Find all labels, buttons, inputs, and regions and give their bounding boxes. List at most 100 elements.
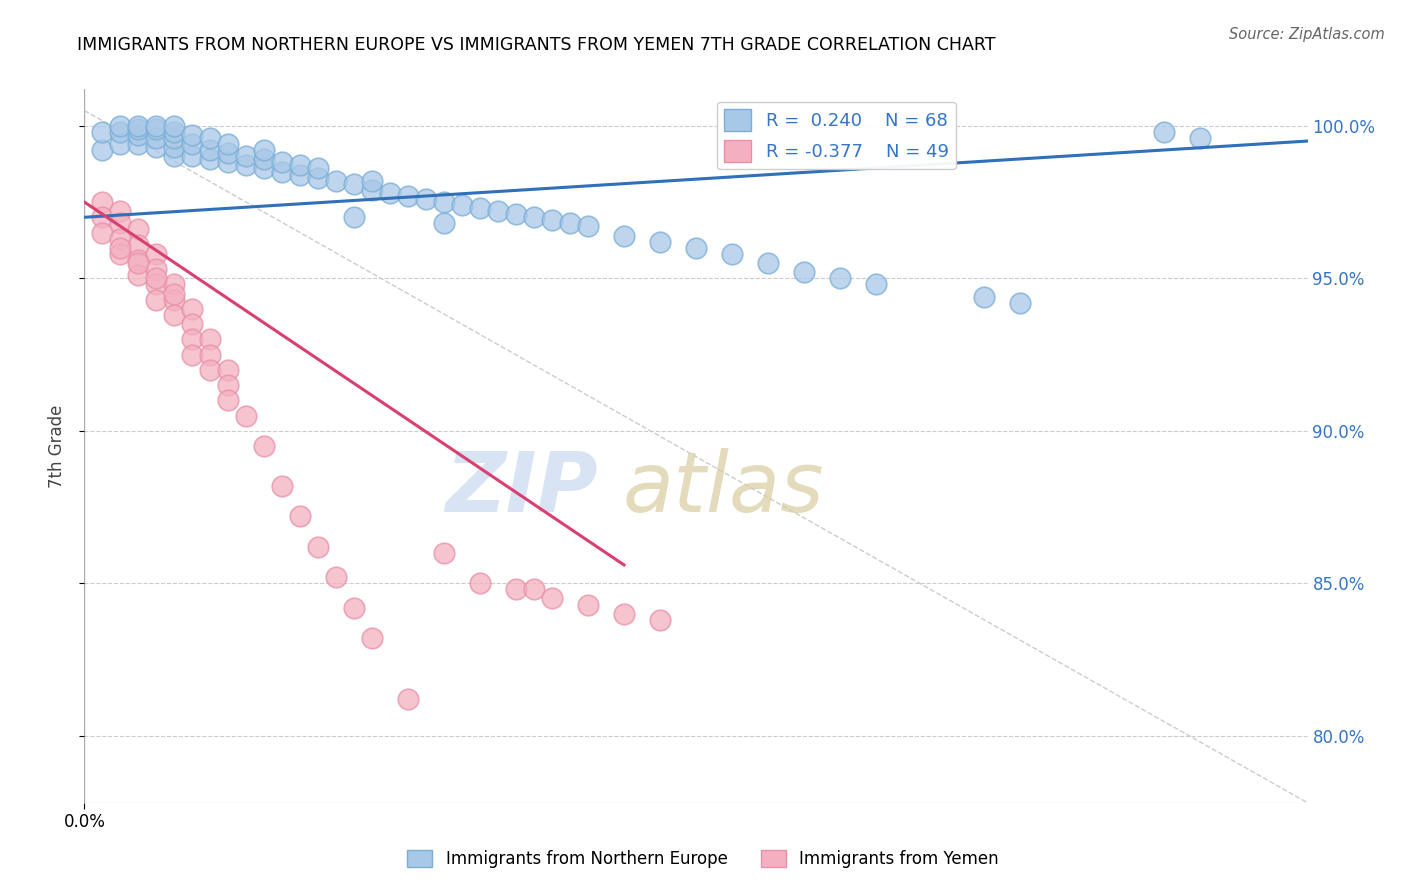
Point: [217, 155, 239, 169]
Point: [145, 271, 167, 285]
Point: [91, 211, 114, 225]
Point: [217, 378, 239, 392]
Point: [576, 219, 599, 234]
Point: [235, 158, 257, 172]
Point: [181, 347, 204, 361]
Point: [433, 216, 456, 230]
Point: [343, 211, 366, 225]
Point: [541, 591, 564, 606]
Point: [505, 582, 527, 597]
Point: [110, 232, 132, 246]
Point: [181, 128, 204, 142]
Point: [181, 137, 204, 152]
Point: [271, 478, 294, 492]
Point: [91, 226, 114, 240]
Text: Source: ZipAtlas.com: Source: ZipAtlas.com: [1229, 27, 1385, 42]
Point: [325, 570, 347, 584]
Point: [163, 119, 186, 133]
Point: [523, 582, 546, 597]
Point: [253, 161, 276, 176]
Point: [127, 128, 149, 142]
Point: [541, 213, 564, 227]
Point: [217, 393, 239, 408]
Point: [253, 439, 276, 453]
Point: [433, 546, 456, 560]
Point: [127, 222, 149, 236]
Point: [486, 204, 509, 219]
Point: [290, 158, 312, 172]
Point: [828, 271, 851, 285]
Point: [110, 247, 132, 261]
Point: [415, 192, 437, 206]
Point: [163, 149, 186, 163]
Text: ZIP: ZIP: [446, 449, 598, 529]
Point: [361, 631, 384, 645]
Point: [163, 293, 186, 307]
Point: [217, 137, 239, 152]
Point: [307, 161, 329, 176]
Point: [145, 121, 167, 136]
Point: [235, 149, 257, 163]
Point: [200, 143, 222, 157]
Point: [648, 235, 671, 249]
Point: [468, 576, 491, 591]
Point: [235, 409, 257, 423]
Point: [361, 183, 384, 197]
Point: [127, 119, 149, 133]
Point: [307, 540, 329, 554]
Point: [613, 607, 636, 621]
Point: [181, 332, 204, 346]
Point: [163, 125, 186, 139]
Point: [110, 137, 132, 152]
Point: [1153, 125, 1175, 139]
Point: [200, 347, 222, 361]
Point: [648, 613, 671, 627]
Point: [127, 237, 149, 252]
Point: [433, 194, 456, 209]
Point: [163, 140, 186, 154]
Point: [361, 174, 384, 188]
Point: [721, 247, 744, 261]
Point: [756, 256, 779, 270]
Point: [110, 125, 132, 139]
Point: [973, 289, 995, 303]
Point: [290, 509, 312, 524]
Point: [396, 189, 419, 203]
Point: [145, 119, 167, 133]
Point: [685, 241, 707, 255]
Point: [145, 247, 167, 261]
Point: [380, 186, 402, 200]
Point: [200, 131, 222, 145]
Point: [865, 277, 887, 292]
Point: [181, 149, 204, 163]
Point: [127, 137, 149, 152]
Point: [163, 277, 186, 292]
Point: [163, 308, 186, 322]
Point: [793, 265, 815, 279]
Point: [271, 164, 294, 178]
Point: [468, 201, 491, 215]
Point: [200, 332, 222, 346]
Point: [127, 121, 149, 136]
Point: [145, 293, 167, 307]
Point: [271, 155, 294, 169]
Point: [163, 286, 186, 301]
Point: [200, 363, 222, 377]
Point: [505, 207, 527, 221]
Point: [181, 301, 204, 316]
Point: [163, 131, 186, 145]
Point: [110, 119, 132, 133]
Point: [325, 174, 347, 188]
Point: [1008, 295, 1031, 310]
Point: [91, 194, 114, 209]
Point: [145, 131, 167, 145]
Point: [145, 277, 167, 292]
Point: [110, 204, 132, 219]
Point: [145, 140, 167, 154]
Legend: Immigrants from Northern Europe, Immigrants from Yemen: Immigrants from Northern Europe, Immigra…: [401, 843, 1005, 875]
Point: [110, 241, 132, 255]
Point: [576, 598, 599, 612]
Legend: R =  0.240    N = 68, R = -0.377    N = 49: R = 0.240 N = 68, R = -0.377 N = 49: [717, 102, 956, 169]
Point: [1188, 131, 1211, 145]
Point: [253, 153, 276, 167]
